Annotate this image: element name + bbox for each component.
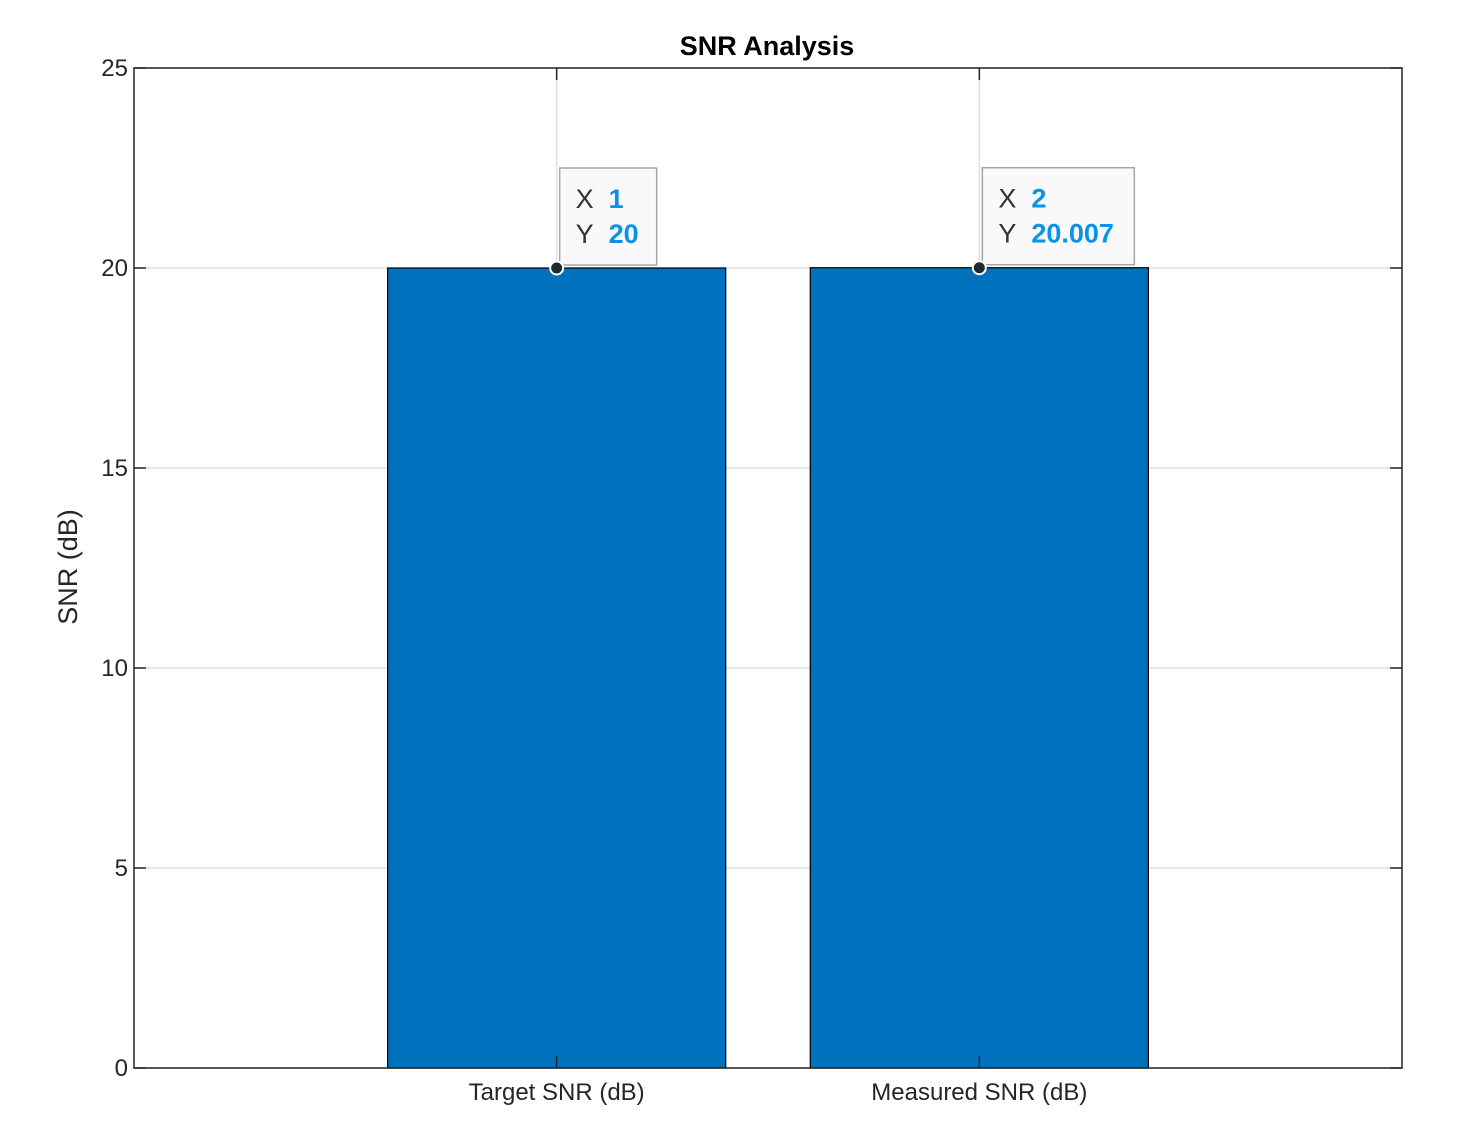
axes-box — [133, 67, 1403, 1069]
y-tick-label-2: 10 — [101, 655, 128, 682]
datatip-x-value-1: 2 — [1031, 184, 1046, 214]
bar-1 — [809, 267, 1149, 1069]
bar-0 — [387, 267, 727, 1069]
y-tick-label-4: 20 — [101, 255, 128, 282]
x-tick-label-0: Target SNR (dB) — [469, 1079, 645, 1106]
datatip-y-value-0: 20 — [609, 219, 639, 249]
datatip-x-key-1: X — [998, 184, 1016, 214]
datatip-box-0 — [558, 167, 658, 266]
datatip-x-key-0: X — [576, 184, 594, 214]
datatip-y-key-1: Y — [998, 219, 1016, 249]
datatip-y-value-1: 20.007 — [1031, 219, 1114, 249]
chart-title: SNR Analysis — [680, 31, 855, 61]
plot-area: 0 5 10 15 20 25 Target SNR (dB) Measured SNR (d… — [101, 55, 1403, 1106]
datatip-marker-1 — [971, 260, 987, 276]
datatip-x-value-0: 1 — [609, 184, 624, 214]
y-tick-label-0: 0 — [115, 1055, 128, 1082]
datatip-box-1 — [981, 166, 1136, 266]
y-tick-label-3: 15 — [101, 455, 128, 482]
y-axis-label: SNR (dB) — [53, 509, 83, 625]
y-tick-label-1: 5 — [115, 855, 128, 882]
datatip-y-key-0: Y — [576, 219, 594, 249]
y-tick-label-5: 25 — [101, 55, 128, 82]
x-tick-label-1: Measured SNR (dB) — [871, 1079, 1087, 1106]
datatip-marker-0 — [549, 260, 565, 276]
